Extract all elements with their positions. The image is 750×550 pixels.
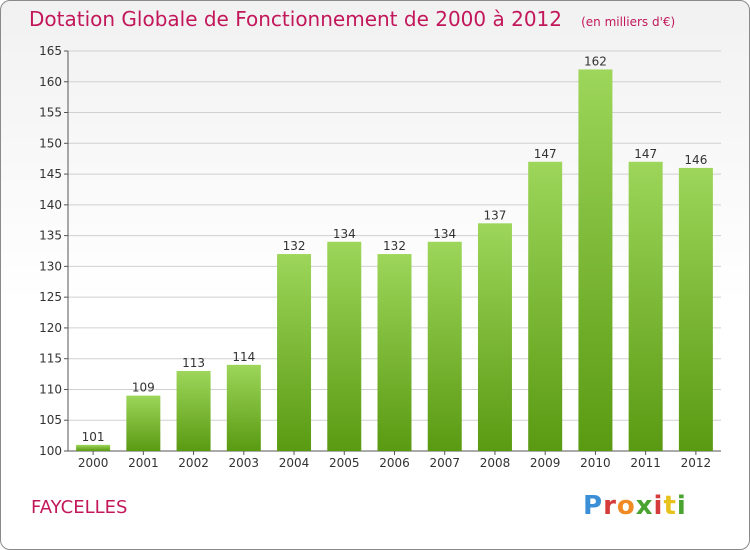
x-tick-label: 2001 [128, 456, 159, 470]
y-tick-label: 135 [39, 229, 62, 243]
bar [76, 444, 111, 451]
y-tick-label: 140 [39, 198, 62, 212]
x-tick-label: 2006 [379, 456, 410, 470]
label-layer: 101 109 113 114 132 134 132 134 137 147 162 147 146 [82, 54, 708, 443]
bar-value-label: 134 [333, 227, 356, 241]
bar-value-label: 101 [82, 430, 105, 444]
x-tick-label: 2000 [78, 456, 109, 470]
logo-letter: P [583, 491, 604, 521]
x-tick-label: 2010 [580, 456, 611, 470]
x-tick-label: 2011 [630, 456, 661, 470]
x-tick-label: 2008 [480, 456, 511, 470]
bar-layer [76, 69, 713, 451]
bar-value-label: 162 [584, 54, 607, 68]
bar-value-label: 114 [232, 350, 255, 364]
logo-letter: o [616, 491, 636, 521]
y-tick-label: 125 [39, 290, 62, 304]
bar [226, 364, 261, 451]
axis-layer: 100 105 110 115 120 125 130 135 140 145 150 155 160 1… [39, 44, 721, 470]
bar [678, 167, 713, 451]
bar [477, 223, 512, 451]
x-tick-label: 2007 [429, 456, 460, 470]
bar [377, 254, 412, 451]
y-tick-label: 120 [39, 321, 62, 335]
bar-value-label: 132 [283, 239, 306, 253]
bar [277, 254, 312, 451]
y-tick-label: 155 [39, 106, 62, 120]
y-tick-label: 115 [39, 352, 62, 366]
bar-value-label: 113 [182, 356, 205, 370]
title-row: Dotation Globale de Fonctionnement de 20… [29, 7, 675, 31]
x-tick-label: 2012 [681, 456, 712, 470]
y-tick-label: 165 [39, 44, 62, 58]
bar [327, 241, 362, 451]
y-tick-label: 130 [39, 259, 62, 273]
bar [578, 69, 613, 451]
logo-letter: x [635, 491, 654, 521]
x-tick-label: 2009 [530, 456, 561, 470]
logo-letter: i [676, 491, 687, 521]
x-tick-label: 2004 [279, 456, 310, 470]
logo-letter: i [653, 491, 664, 521]
chart-title: Dotation Globale de Fonctionnement de 20… [29, 7, 562, 31]
bar [628, 161, 663, 451]
bar [528, 161, 563, 451]
bar-value-label: 146 [684, 153, 707, 167]
y-tick-label: 110 [39, 382, 62, 396]
bar-value-label: 132 [383, 239, 406, 253]
x-tick-label: 2005 [329, 456, 360, 470]
bar-value-label: 109 [132, 381, 155, 395]
bar-value-label: 147 [534, 147, 557, 161]
y-tick-label: 160 [39, 75, 62, 89]
bar [176, 371, 211, 451]
bar [126, 395, 161, 451]
bar-value-label: 147 [634, 147, 657, 161]
y-tick-label: 145 [39, 167, 62, 181]
bar [427, 241, 462, 451]
y-tick-label: 105 [39, 413, 62, 427]
y-tick-label: 100 [39, 444, 62, 458]
logo-letter: t [663, 491, 677, 521]
chart-unit: (en milliers d'€) [581, 15, 676, 29]
commune-name: FAYCELLES [31, 497, 128, 518]
x-tick-label: 2002 [178, 456, 209, 470]
proxiti-logo: Proxiti [583, 491, 687, 521]
logo-letter: r [603, 491, 617, 521]
bar-value-label: 137 [484, 208, 507, 222]
x-tick-label: 2003 [229, 456, 260, 470]
bar-value-label: 134 [433, 227, 456, 241]
y-tick-label: 150 [39, 136, 62, 150]
